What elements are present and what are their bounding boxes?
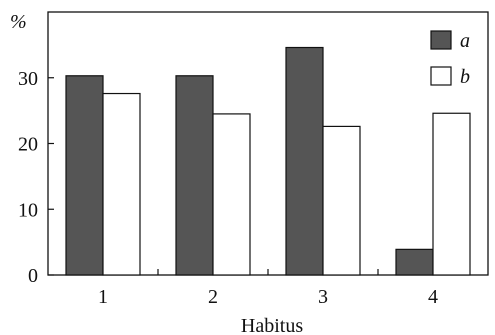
legend-swatch-a xyxy=(430,30,452,50)
bar-a-1 xyxy=(65,75,104,276)
bar-a-4 xyxy=(395,248,434,276)
bar-a-3 xyxy=(285,46,324,276)
x-tick-label: 3 xyxy=(318,286,328,308)
x-axis-title: Habitus xyxy=(241,315,303,335)
legend-swatch-b xyxy=(430,66,452,86)
x-tick-label: 2 xyxy=(208,286,218,308)
bar-a-2 xyxy=(175,75,214,276)
bar-b-2 xyxy=(212,113,251,276)
legend-label-a: a xyxy=(460,30,470,52)
bar-b-1 xyxy=(102,92,141,276)
y-tick-label: 0 xyxy=(28,265,38,287)
x-tick-label: 1 xyxy=(98,286,108,308)
bar-b-3 xyxy=(322,125,361,276)
legend-label-b: b xyxy=(460,66,470,88)
y-tick-label: 20 xyxy=(18,134,38,156)
x-tick-label: 4 xyxy=(428,286,438,308)
y-axis-unit-label: % xyxy=(10,11,27,33)
y-tick-label: 30 xyxy=(18,68,38,90)
bar-b-4 xyxy=(432,112,471,276)
y-tick-label: 10 xyxy=(18,199,38,221)
